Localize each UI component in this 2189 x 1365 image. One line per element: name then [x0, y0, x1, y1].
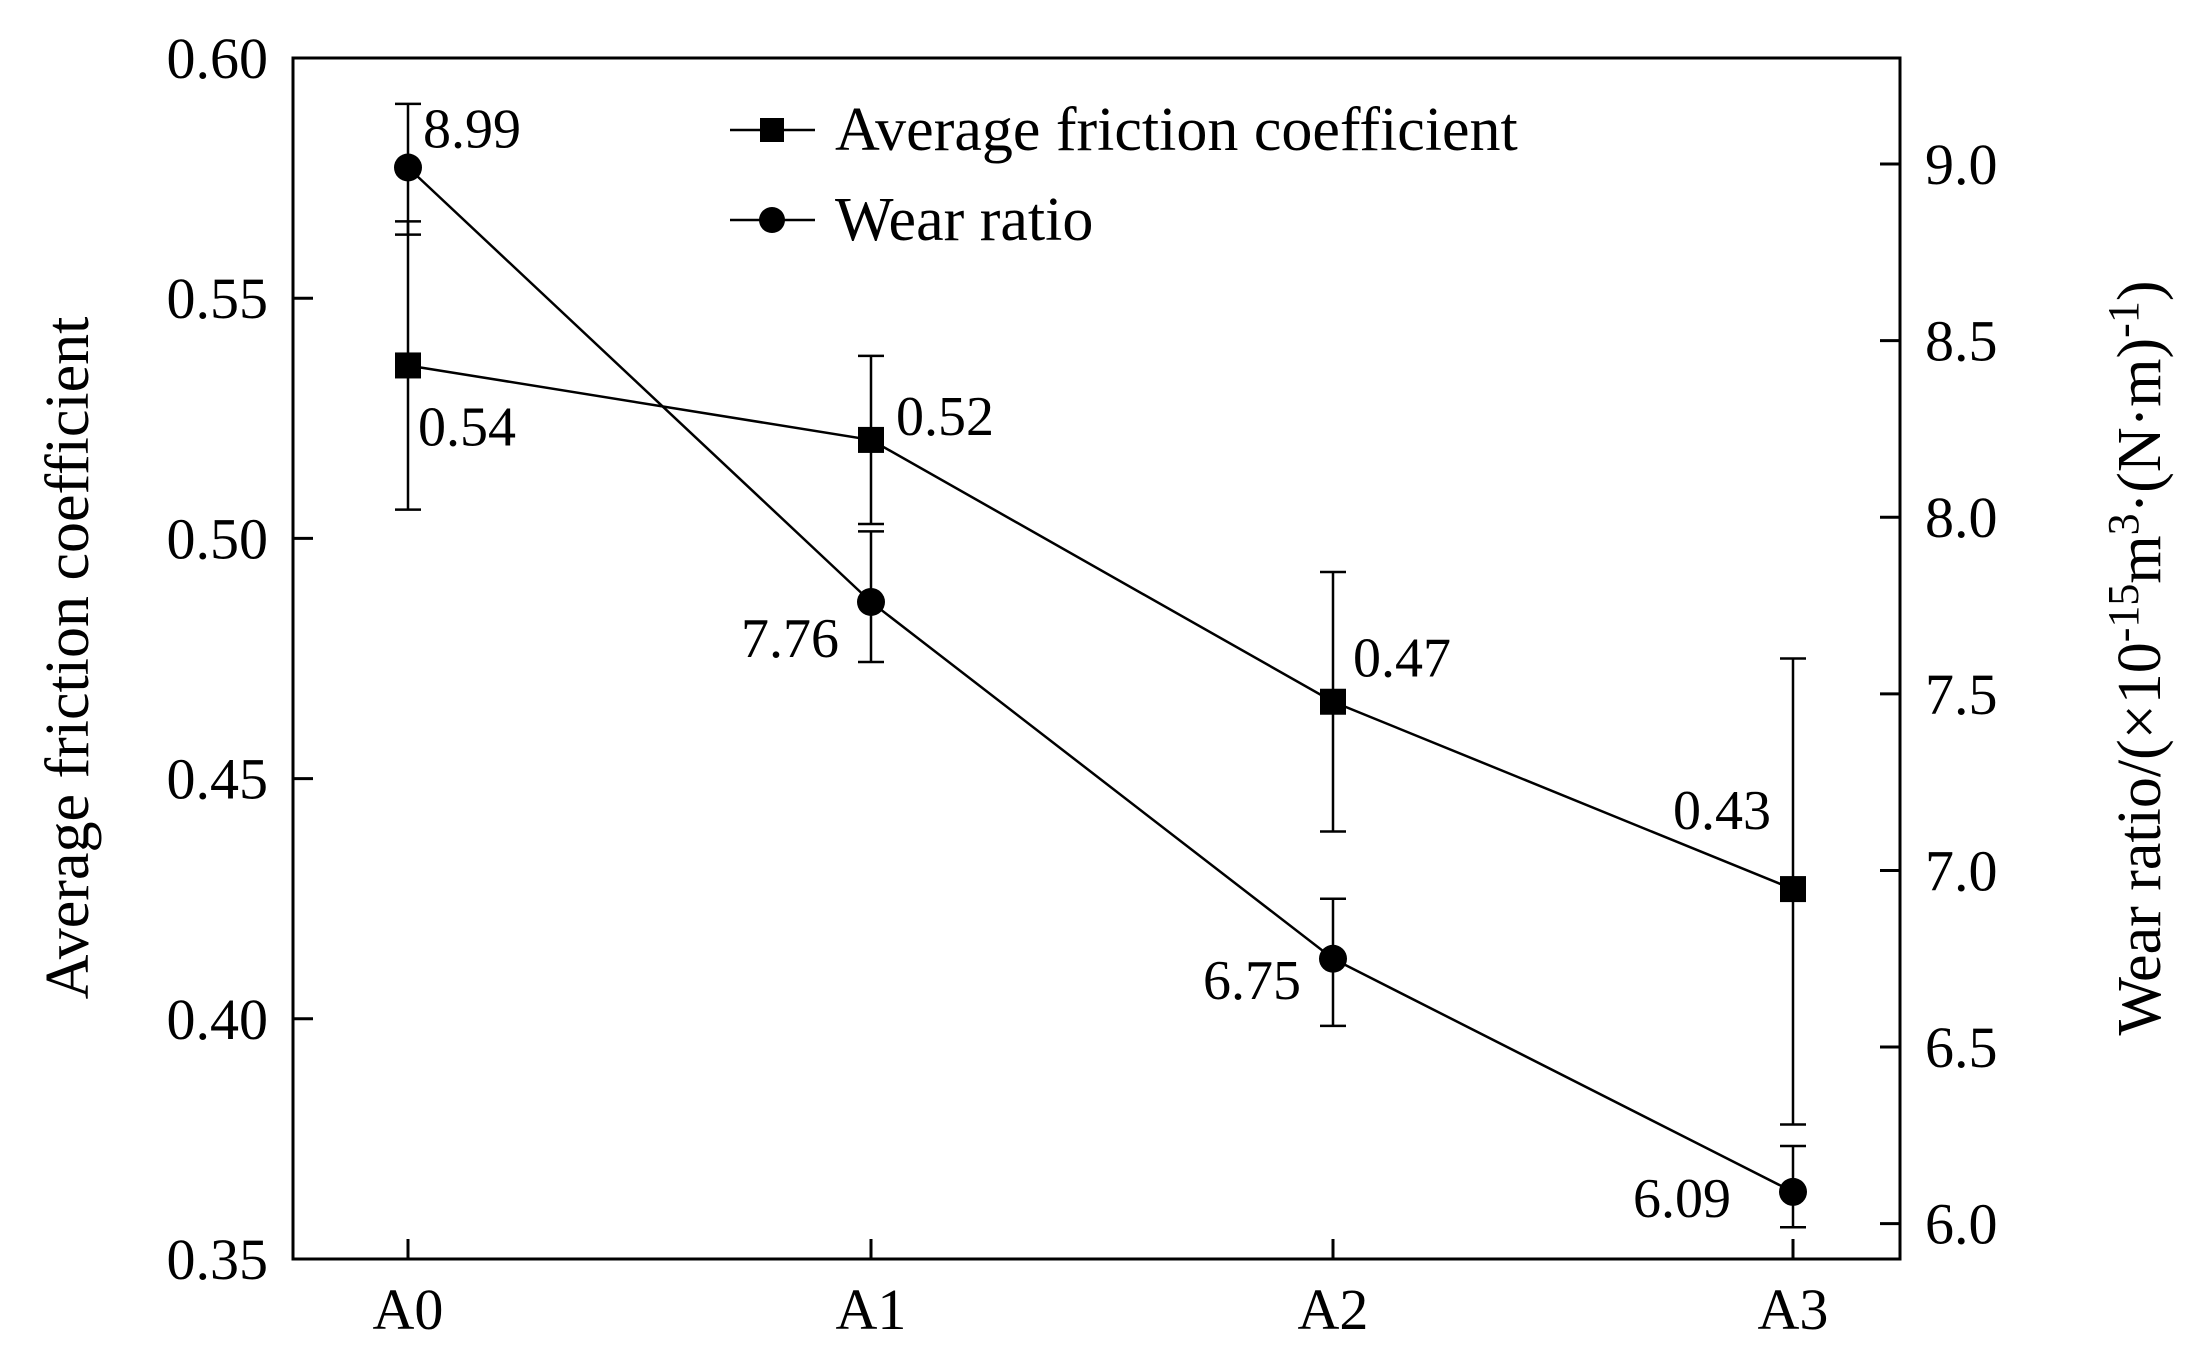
data-label: 6.09 [1633, 1168, 1731, 1230]
legend-label: Wear ratio [835, 186, 1093, 254]
data-point-square [1320, 688, 1346, 715]
x-axis: A0 A1 A2 A3 [373, 1239, 1829, 1342]
y-left-tick-label: 0.35 [167, 1227, 269, 1292]
data-point-circle [1779, 1177, 1807, 1206]
plot-frame [291, 56, 1902, 1261]
y-right-tick-label: 7.0 [1925, 838, 1998, 903]
legend: Average friction coefficient Wear ratio [730, 96, 1518, 254]
y-left-tick-label: 0.40 [167, 987, 269, 1052]
y-axis-left-title: Average friction coefficient [34, 317, 102, 1000]
y-left-tick-label: 0.60 [167, 26, 269, 91]
y-right-tick-label: 9.0 [1925, 132, 1998, 197]
y-axis-right-title-part: ) [2106, 281, 2174, 302]
data-label: 0.43 [1673, 780, 1771, 842]
y-axis-right-title-part: -1 [2099, 301, 2148, 338]
series-line [407, 364, 1794, 891]
series-friction: 0.54 0.52 0.47 0.43 [395, 220, 1806, 1126]
legend-marker-square [760, 118, 784, 142]
y-axis-right-title-part: -15 [2099, 584, 2148, 643]
data-label: 0.52 [896, 386, 994, 448]
legend-label: Average friction coefficient [835, 96, 1518, 164]
data-label: 6.75 [1203, 950, 1301, 1012]
data-point-square [858, 426, 884, 453]
series-line [407, 166, 1794, 1194]
y-axis-right-title-part: 3 [2099, 513, 2148, 535]
x-tick-label: A0 [373, 1277, 444, 1342]
data-point-circle [1319, 944, 1347, 973]
y-axis-right-title-part: ·(N·m) [2106, 338, 2174, 514]
data-point-circle [857, 587, 885, 616]
y-axis-right-title: Wear ratio/(×10-15m3·(N·m)-1) [2099, 281, 2174, 1036]
series-wear: 8.99 7.76 6.75 6.09 [394, 99, 1807, 1230]
y-right-tick-label: 6.5 [1925, 1015, 1998, 1080]
data-point-circle [394, 153, 422, 182]
data-label: 8.99 [423, 99, 521, 161]
x-tick-label: A1 [836, 1277, 907, 1342]
data-label: 0.54 [418, 396, 516, 458]
y-left-tick-label: 0.50 [167, 506, 269, 571]
right-axis: 6.0 6.5 7.0 7.5 8.0 8.5 9.0 [1880, 132, 1998, 1257]
y-left-tick-label: 0.55 [167, 266, 269, 331]
y-right-tick-label: 8.0 [1925, 485, 1998, 550]
y-axis-right-title-part: Wear ratio/(×10 [2106, 642, 2174, 1035]
data-label: 7.76 [741, 608, 839, 670]
y-right-tick-label: 7.5 [1925, 662, 1998, 727]
data-point-square [395, 352, 421, 379]
data-point-square [1780, 876, 1806, 903]
legend-marker-circle [759, 207, 785, 233]
y-left-tick-label: 0.45 [167, 747, 269, 812]
series-layer: 0.54 0.52 0.47 0.43 8.99 7.76 6.75 6.09 [394, 99, 1807, 1230]
x-tick-label: A3 [1758, 1277, 1829, 1342]
data-label: 0.47 [1353, 628, 1451, 690]
x-tick-label: A2 [1298, 1277, 1369, 1342]
y-right-tick-label: 8.5 [1925, 309, 1998, 374]
y-axis-right-title-part: m [2106, 535, 2174, 583]
y-right-tick-label: 6.0 [1925, 1192, 1998, 1257]
left-axis: 0.35 0.40 0.45 0.50 0.55 0.60 [167, 26, 313, 1292]
